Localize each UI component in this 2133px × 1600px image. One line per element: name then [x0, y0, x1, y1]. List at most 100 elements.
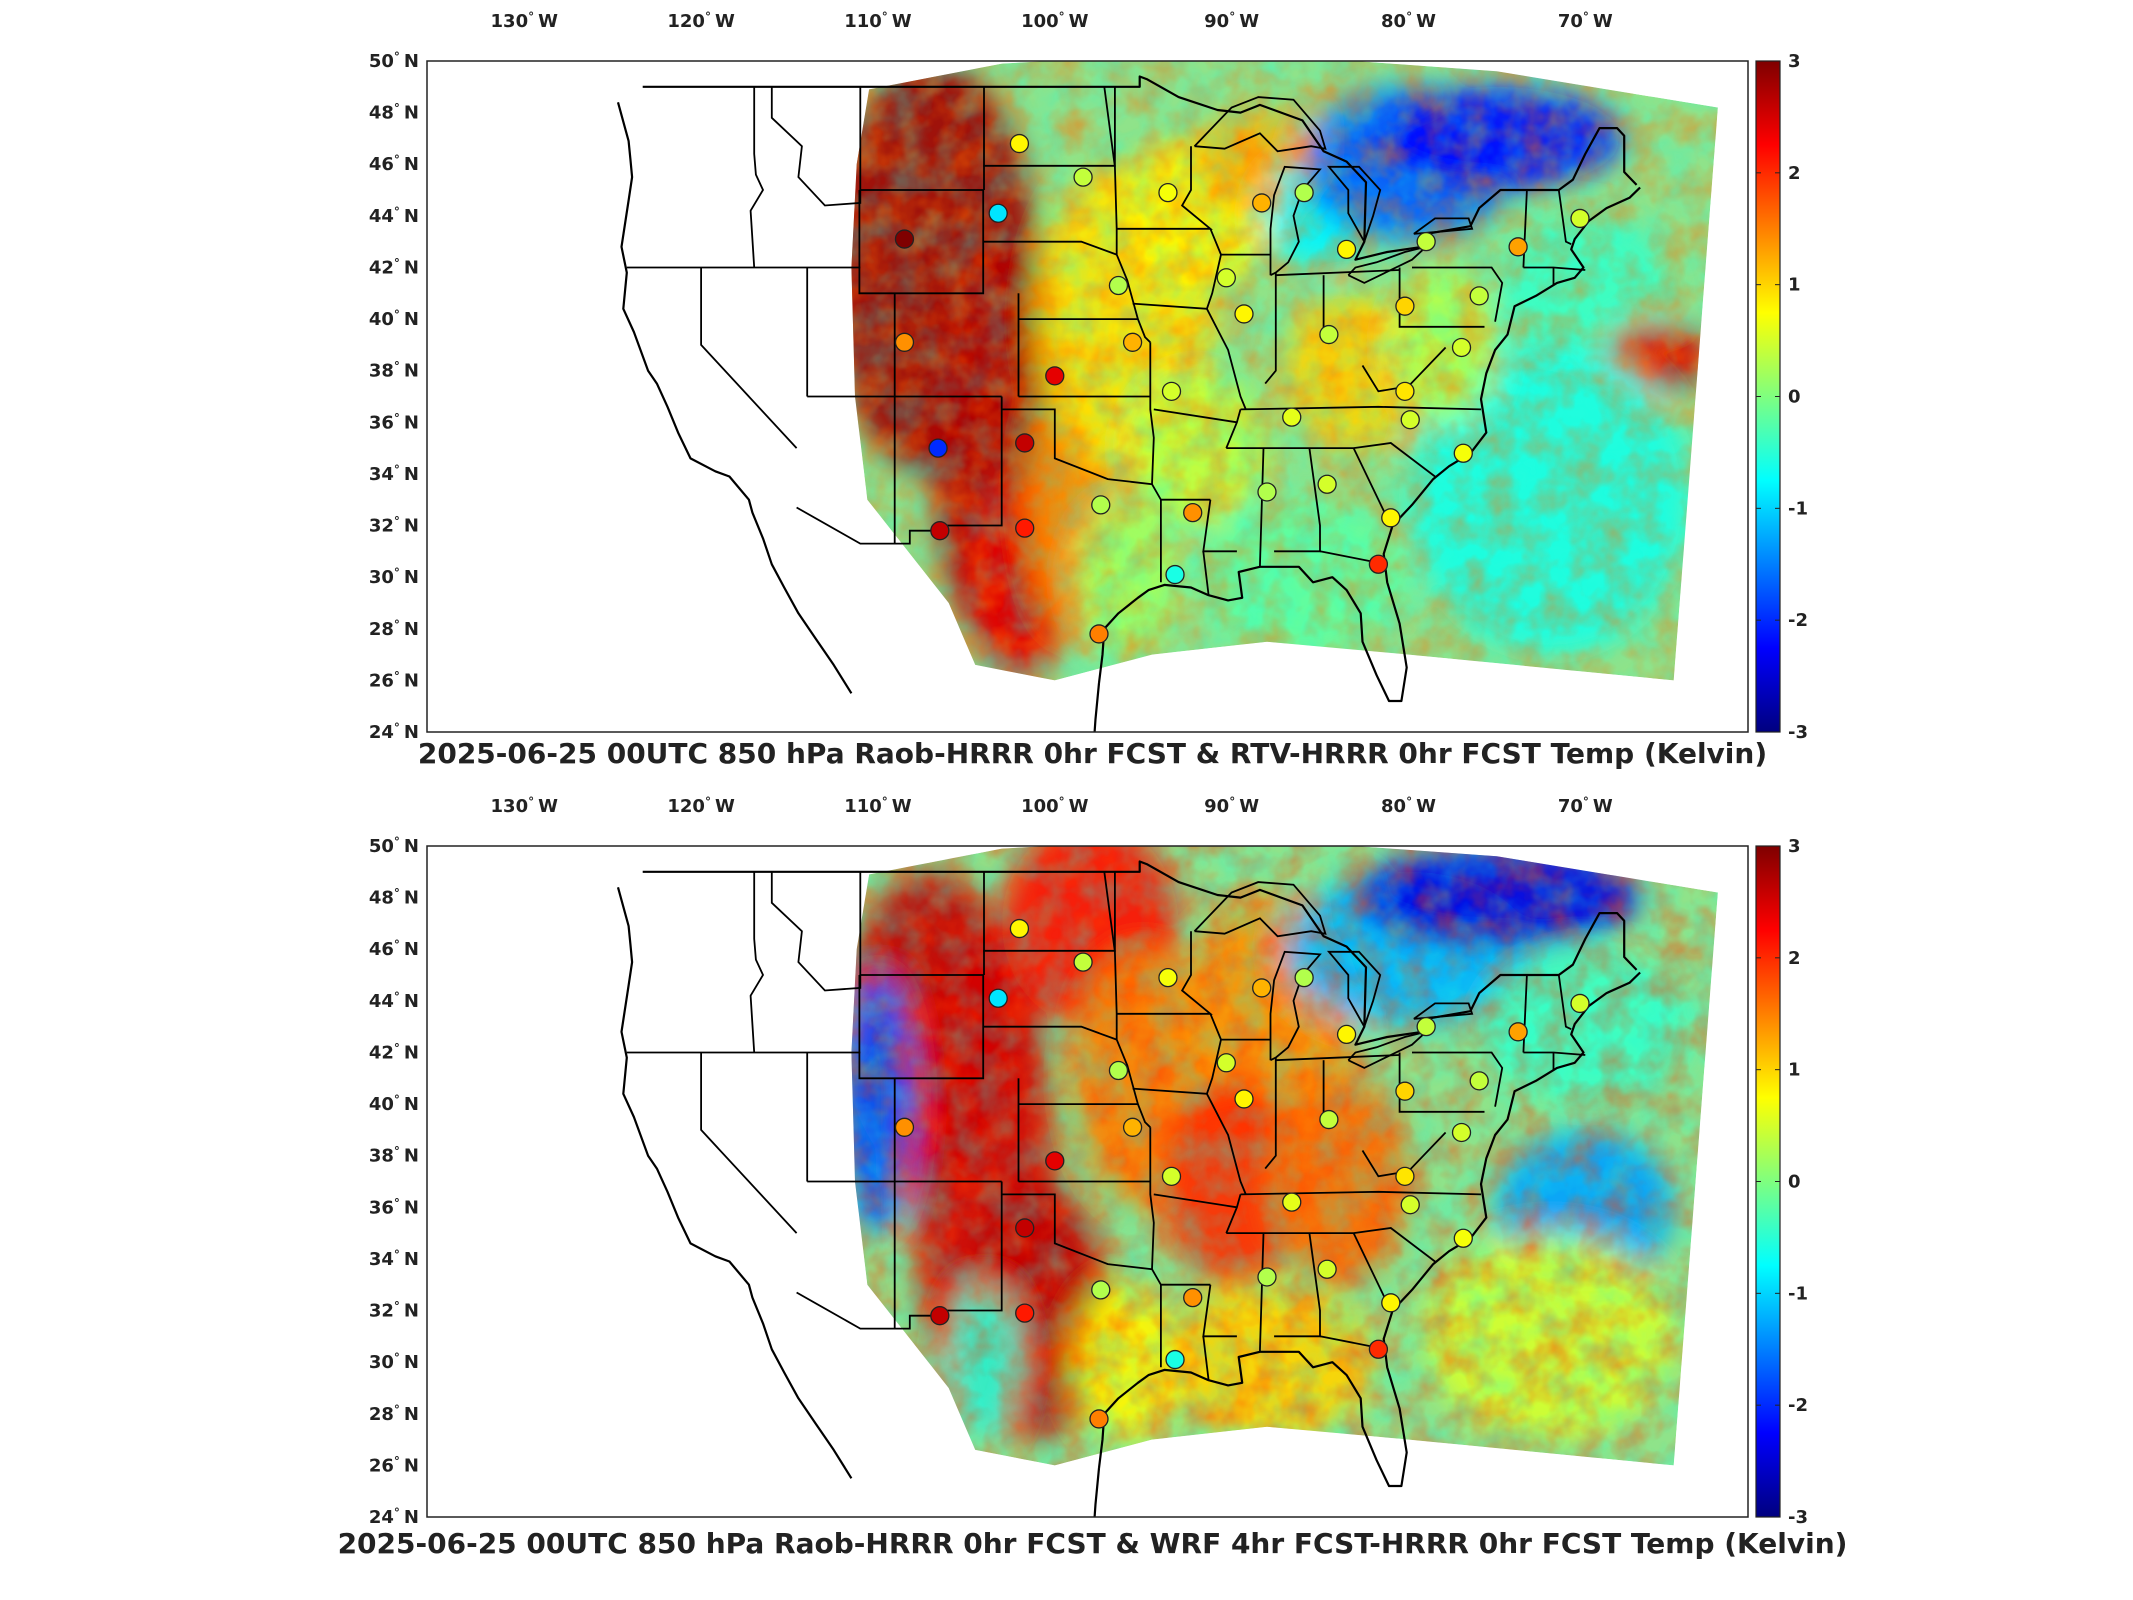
raob-station-marker [1045, 366, 1065, 386]
lake-outline [1269, 950, 1322, 1062]
raob-station-marker [894, 1117, 915, 1137]
raob-station-marker [1009, 918, 1030, 939]
raob-station-marker [1570, 208, 1590, 229]
lon-tick-label: 90° W [1204, 795, 1259, 817]
panel-title: 2025-06-25 00UTC 850 hPa Raob-HRRR 0hr F… [418, 737, 1767, 770]
state-border [1264, 272, 1277, 385]
lon-tick-label: 130° W [491, 795, 559, 817]
state-border [796, 506, 940, 545]
raob-station-marker [1294, 182, 1314, 203]
lat-tick-label: 38° N [369, 1145, 419, 1167]
lat-tick-label: 32° N [369, 515, 419, 537]
colorbar-tick-label: -1 [1788, 1283, 1808, 1304]
raob-station-marker [894, 332, 915, 352]
state-border [983, 1025, 1118, 1041]
state-border [1522, 189, 1528, 268]
raob-station-marker [1091, 1280, 1111, 1300]
state-border [1206, 1093, 1247, 1195]
raob-station-marker [1381, 1293, 1401, 1313]
state-border [858, 974, 985, 1080]
state-border [1398, 267, 1485, 328]
state-border [1361, 1131, 1447, 1178]
lon-tick-label: 120° W [667, 10, 735, 32]
boundaries [616, 75, 1641, 732]
colorbar-tick-label: 1 [1788, 275, 1801, 296]
lake-outline [1326, 165, 1382, 243]
raob-station-marker [1395, 1166, 1415, 1186]
raob-station-marker [1416, 232, 1436, 252]
colorbar: 3 2 1 0 -1 -2 -3 [1755, 836, 1808, 1528]
lake-outline [1413, 1002, 1474, 1020]
state-border [1361, 346, 1447, 393]
raob-station-marker [1091, 495, 1111, 515]
colorbar-tick-label: -1 [1788, 498, 1808, 519]
lat-tick-label: 32° N [369, 1300, 419, 1322]
state-border [1116, 146, 1213, 230]
state-border [1132, 1013, 1222, 1095]
colorbar-tick-label: 0 [1788, 387, 1801, 408]
raob-station-marker [928, 438, 948, 458]
coastline [616, 887, 853, 1479]
state-border [1202, 1336, 1210, 1381]
lon-tick-label: 100° W [1021, 10, 1089, 32]
raob-station-marker [1368, 1339, 1389, 1359]
raob-station-marker [1161, 1166, 1182, 1186]
raob-station-marker [1257, 482, 1277, 502]
raob-station-marker [894, 229, 915, 249]
raob-station-marker [1294, 967, 1314, 988]
lon-tick-label: 90° W [1204, 10, 1259, 32]
lat-tick-label: 38° N [369, 360, 419, 382]
coastline [616, 102, 853, 694]
raob-station-marker [1161, 381, 1182, 401]
state-border [1522, 974, 1528, 1053]
lat-tick-label: 48° N [369, 102, 419, 124]
state-border [1149, 342, 1155, 485]
raob-stations [894, 918, 1590, 1429]
state-border [796, 1291, 940, 1330]
raob-station-marker [1257, 1267, 1277, 1287]
state-border [1412, 266, 1504, 322]
lat-tick-label: 30° N [369, 566, 419, 588]
raob-station-marker [1453, 1228, 1473, 1248]
raob-station-marker [1234, 1089, 1254, 1109]
raob-station-marker [1319, 1109, 1339, 1130]
lake-outline [1326, 950, 1382, 1028]
lon-tick-label: 120° W [667, 795, 735, 817]
state-border [1274, 1232, 1321, 1338]
lake-outline [1269, 165, 1322, 277]
lake-outline [1193, 96, 1327, 153]
lat-tick-label: 28° N [369, 618, 419, 640]
state-border [770, 86, 862, 207]
raob-station-marker [1416, 1017, 1436, 1037]
lon-tick-label: 100° W [1021, 795, 1089, 817]
state-border [1202, 551, 1210, 596]
raob-station-marker [1469, 1071, 1489, 1091]
raob-stations [894, 133, 1590, 644]
colorbar-tick-label: 3 [1788, 51, 1801, 72]
lon-tick-label: 70° W [1558, 10, 1613, 32]
lat-tick-label: 46° N [369, 938, 419, 960]
state-border [700, 1052, 798, 1234]
state-border [700, 267, 798, 449]
state-border [1275, 269, 1400, 277]
raob-station-marker [1400, 1195, 1420, 1215]
raob-station-marker [1252, 978, 1272, 998]
state-border [749, 871, 765, 1053]
state-border [1557, 974, 1572, 1031]
raob-station-marker [1015, 1303, 1035, 1323]
raob-station-marker [1073, 952, 1093, 972]
raob-station-marker [1122, 332, 1143, 352]
raob-station-marker [1108, 1060, 1129, 1081]
panel-title: 2025-06-25 00UTC 850 hPa Raob-HRRR 0hr F… [338, 1527, 1848, 1560]
raob-station-marker [1234, 304, 1254, 324]
colorbar-tick-label: -3 [1788, 722, 1808, 743]
raob-station-marker [1089, 624, 1109, 644]
raob-station-marker [930, 521, 950, 541]
raob-station-marker [1336, 239, 1357, 260]
raob-station-marker [1216, 1053, 1236, 1073]
raob-station-marker [1089, 1409, 1109, 1429]
lon-tick-label: 110° W [844, 10, 912, 32]
raob-station-marker [1469, 286, 1489, 306]
raob-station-marker [1508, 1022, 1528, 1042]
lat-tick-label: 28° N [369, 1403, 419, 1425]
